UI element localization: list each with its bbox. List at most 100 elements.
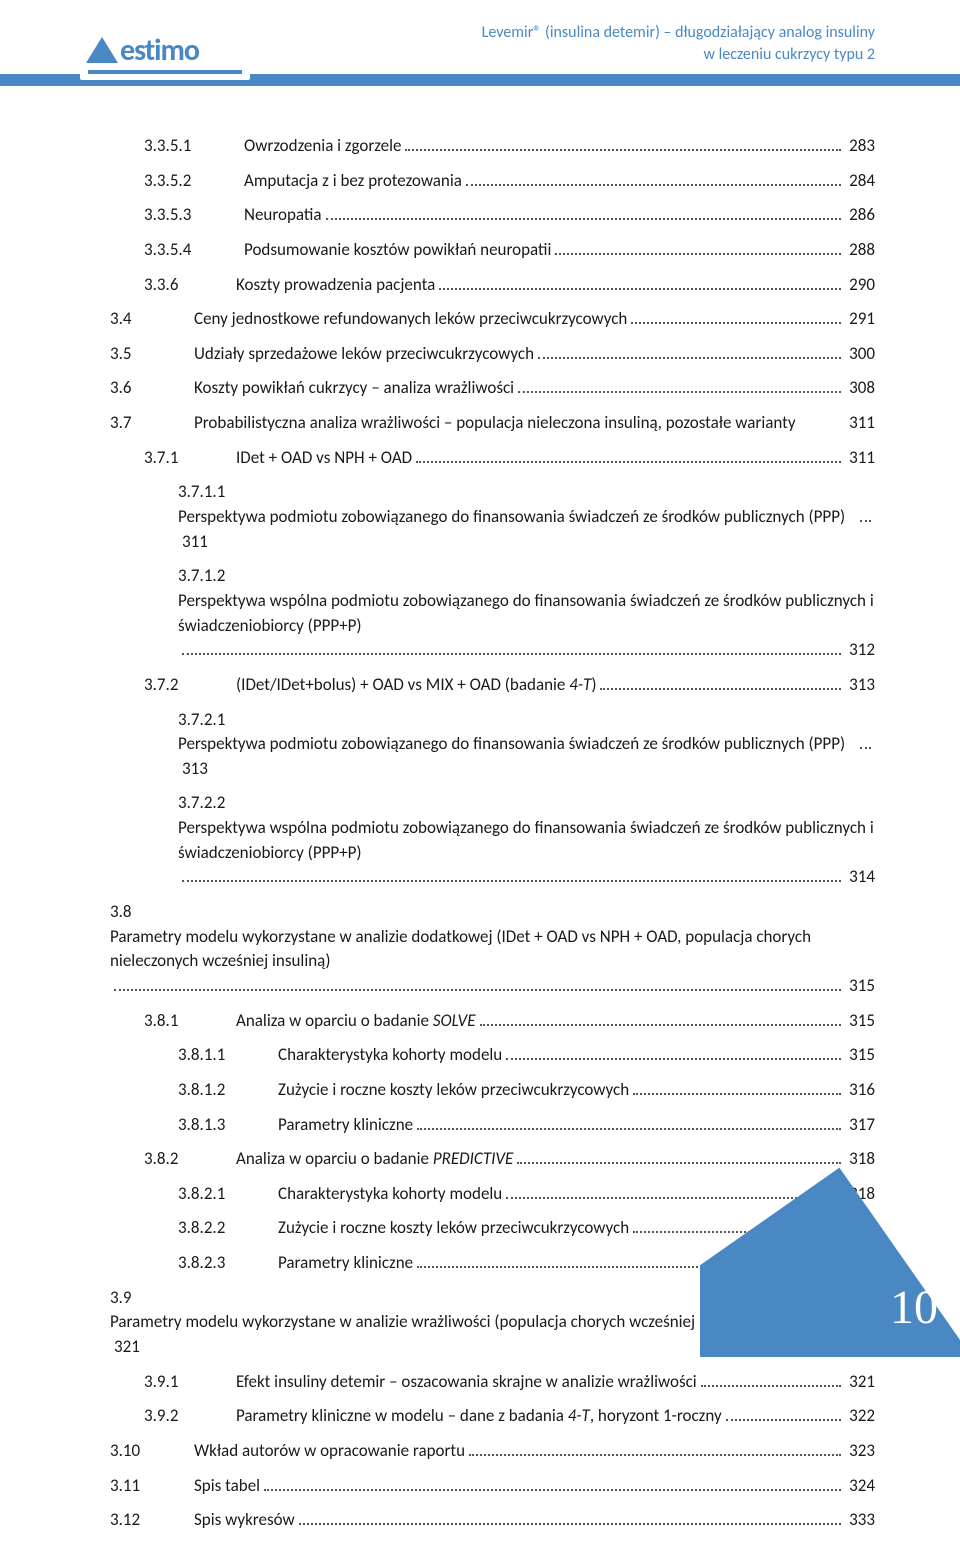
toc-number: 3.7: [110, 411, 174, 436]
toc-leader-dots: [506, 1047, 841, 1061]
toc-number: 3.8: [110, 900, 174, 925]
toc-entry: 3.7.1 IDet + OAD vs NPH + OAD 311: [110, 446, 875, 471]
toc-text: (IDet/IDet+bolus) + OAD vs MIX + OAD (ba…: [236, 673, 596, 698]
toc-entry: 3.8Parametry modelu wykorzystane w anali…: [110, 900, 875, 999]
toc-leader-dots: [439, 276, 841, 290]
toc-number: 3.8.2.2: [178, 1216, 258, 1241]
toc-page: 312: [849, 638, 875, 663]
toc-leader-dots: [860, 508, 871, 522]
toc-number: 3.4: [110, 307, 174, 332]
toc-number: 3.8.1.1: [178, 1043, 258, 1068]
toc-page: 324: [849, 1474, 875, 1499]
toc-text: Perspektywa podmiotu zobowiązanego do fi…: [178, 505, 856, 530]
toc-number: 3.3.5.4: [144, 238, 224, 263]
toc-page: 315: [849, 1043, 875, 1068]
toc-text: Analiza w oparciu o badanie SOLVE: [236, 1009, 476, 1034]
toc-page: 308: [849, 376, 875, 401]
toc-number: 3.10: [110, 1439, 174, 1464]
toc-entry: 3.12Spis wykresów333: [110, 1508, 875, 1533]
toc-text: Perspektywa podmiotu zobowiązanego do fi…: [178, 732, 856, 757]
toc-page: 333: [849, 1508, 875, 1533]
toc-number: 3.5: [110, 342, 174, 367]
toc-page: 317: [849, 1113, 875, 1138]
toc-number: 3.8.2.3: [178, 1251, 258, 1276]
toc-entry: 3.8.1.3 Parametry kliniczne 317: [110, 1113, 875, 1138]
toc-entry: 3.4Ceny jednostkowe refundowanych leków …: [110, 307, 875, 332]
toc-page: 323: [849, 1439, 875, 1464]
toc-entry: 3.3.5.4Podsumowanie kosztów powikłań neu…: [110, 238, 875, 263]
toc-entry: 3.7.2.1Perspektywa podmiotu zobowiązaneg…: [110, 708, 875, 782]
toc-leader-dots: [182, 869, 841, 883]
toc-entry: 3.10 Wkład autorów w opracowanie raportu 3…: [110, 1439, 875, 1464]
toc-text: Spis tabel: [194, 1474, 260, 1499]
toc-text: Parametry modelu wykorzystane w analizie…: [110, 925, 875, 974]
page-number: 10: [890, 1280, 938, 1335]
toc-leader-dots: [114, 977, 841, 991]
toc-text: Koszty prowadzenia pacjenta: [236, 273, 435, 298]
toc-entry: 3.3.6Koszty prowadzenia pacjenta290: [110, 273, 875, 298]
toc-page: 315: [849, 1009, 875, 1034]
toc-number: 3.7.2: [144, 673, 216, 698]
logo-caret-icon: [86, 37, 118, 63]
logo-underline: [88, 70, 242, 74]
toc-entry: 3.8.1.2Zużycie i roczne koszty leków prz…: [110, 1078, 875, 1103]
toc-entry: 3.3.5.1Owrzodzenia i zgorzele283: [110, 134, 875, 159]
toc-leader-dots: [466, 172, 841, 186]
toc-text: Wkład autorów w opracowanie raportu: [194, 1439, 465, 1464]
toc-number: 3.11: [110, 1474, 174, 1499]
toc-text: Perspektywa wspólna podmiotu zobowiązane…: [178, 589, 875, 638]
toc-entry: 3.7.2.2Perspektywa wspólna podmiotu zobo…: [110, 791, 875, 890]
toc-text: Udziały sprzedażowe leków przeciwcukrzyc…: [194, 342, 534, 367]
page-header: estimo Levemir® (insulina detemir) – dłu…: [0, 0, 960, 95]
toc-text: Neuropatia: [244, 203, 322, 228]
toc-leader-dots: [631, 311, 841, 325]
toc-entry: 3.11 Spis tabel 324: [110, 1474, 875, 1499]
toc-text: Analiza w oparciu o badanie PREDICTIVE: [236, 1147, 513, 1172]
toc-page: 321: [849, 1370, 875, 1395]
toc-leader-dots: [633, 1081, 841, 1095]
logo-text: estimo: [120, 32, 199, 69]
toc-leader-dots: [299, 1512, 841, 1526]
logo: estimo: [80, 20, 250, 80]
toc-text: Zużycie i roczne koszty leków przeciwcuk…: [278, 1078, 629, 1103]
toc-text: Amputacja z i bez protezowania: [244, 169, 462, 194]
toc-page: 311: [182, 530, 208, 555]
toc-number: 3.7.1.2: [178, 564, 258, 589]
toc-text: Zużycie i roczne koszty leków przeciwcuk…: [278, 1216, 629, 1241]
toc-leader-dots: [480, 1012, 842, 1026]
toc-number: 3.8.1.3: [178, 1113, 258, 1138]
toc-text: Charakterystyka kohorty modelu: [278, 1043, 502, 1068]
toc-text: Spis wykresów: [194, 1508, 295, 1533]
toc-page: 313: [182, 757, 208, 782]
toc-page: 311: [849, 411, 875, 436]
toc-page: 283: [849, 134, 875, 159]
toc-number: 3.7.2.1: [178, 708, 258, 733]
toc-text: Koszty powikłań cukrzycy – analiza wrażl…: [194, 376, 514, 401]
toc-page: 288: [849, 238, 875, 263]
toc-entry: 3.7.1.2Perspektywa wspólna podmiotu zobo…: [110, 564, 875, 663]
toc-leader-dots: [416, 449, 841, 463]
toc-text: Perspektywa wspólna podmiotu zobowiązane…: [178, 816, 875, 865]
toc-leader-dots: [405, 137, 841, 151]
toc-text: IDet + OAD vs NPH + OAD: [236, 446, 412, 471]
toc-leader-dots: [326, 207, 842, 221]
toc-text: Parametry kliniczne: [278, 1113, 413, 1138]
toc-entry: 3.8.1.1 Charakterystyka kohorty modelu 315: [110, 1043, 875, 1068]
toc-page: 322: [849, 1404, 875, 1429]
toc-text: Probabilistyczna analiza wrażliwości – p…: [194, 411, 796, 436]
toc-page: 316: [849, 1078, 875, 1103]
toc-text: Owrzodzenia i zgorzele: [244, 134, 401, 159]
toc-entry: 3.6Koszty powikłań cukrzycy – analiza wr…: [110, 376, 875, 401]
toc-number: 3.3.6: [144, 273, 216, 298]
toc-leader-dots: [860, 736, 871, 750]
toc-number: 3.9.1: [144, 1370, 216, 1395]
toc-text: Efekt insuliny detemir – oszacowania skr…: [236, 1370, 697, 1395]
toc-leader-dots: [726, 1408, 841, 1422]
toc-number: 3.3.5.2: [144, 169, 224, 194]
toc-leader-dots: [469, 1442, 841, 1456]
toc-page: 311: [849, 446, 875, 471]
toc-number: 3.7.1: [144, 446, 216, 471]
toc-page: 314: [849, 865, 875, 890]
toc-text: Charakterystyka kohorty modelu: [278, 1182, 502, 1207]
toc-entry: 3.9.2Parametry kliniczne w modelu – dane…: [110, 1404, 875, 1429]
